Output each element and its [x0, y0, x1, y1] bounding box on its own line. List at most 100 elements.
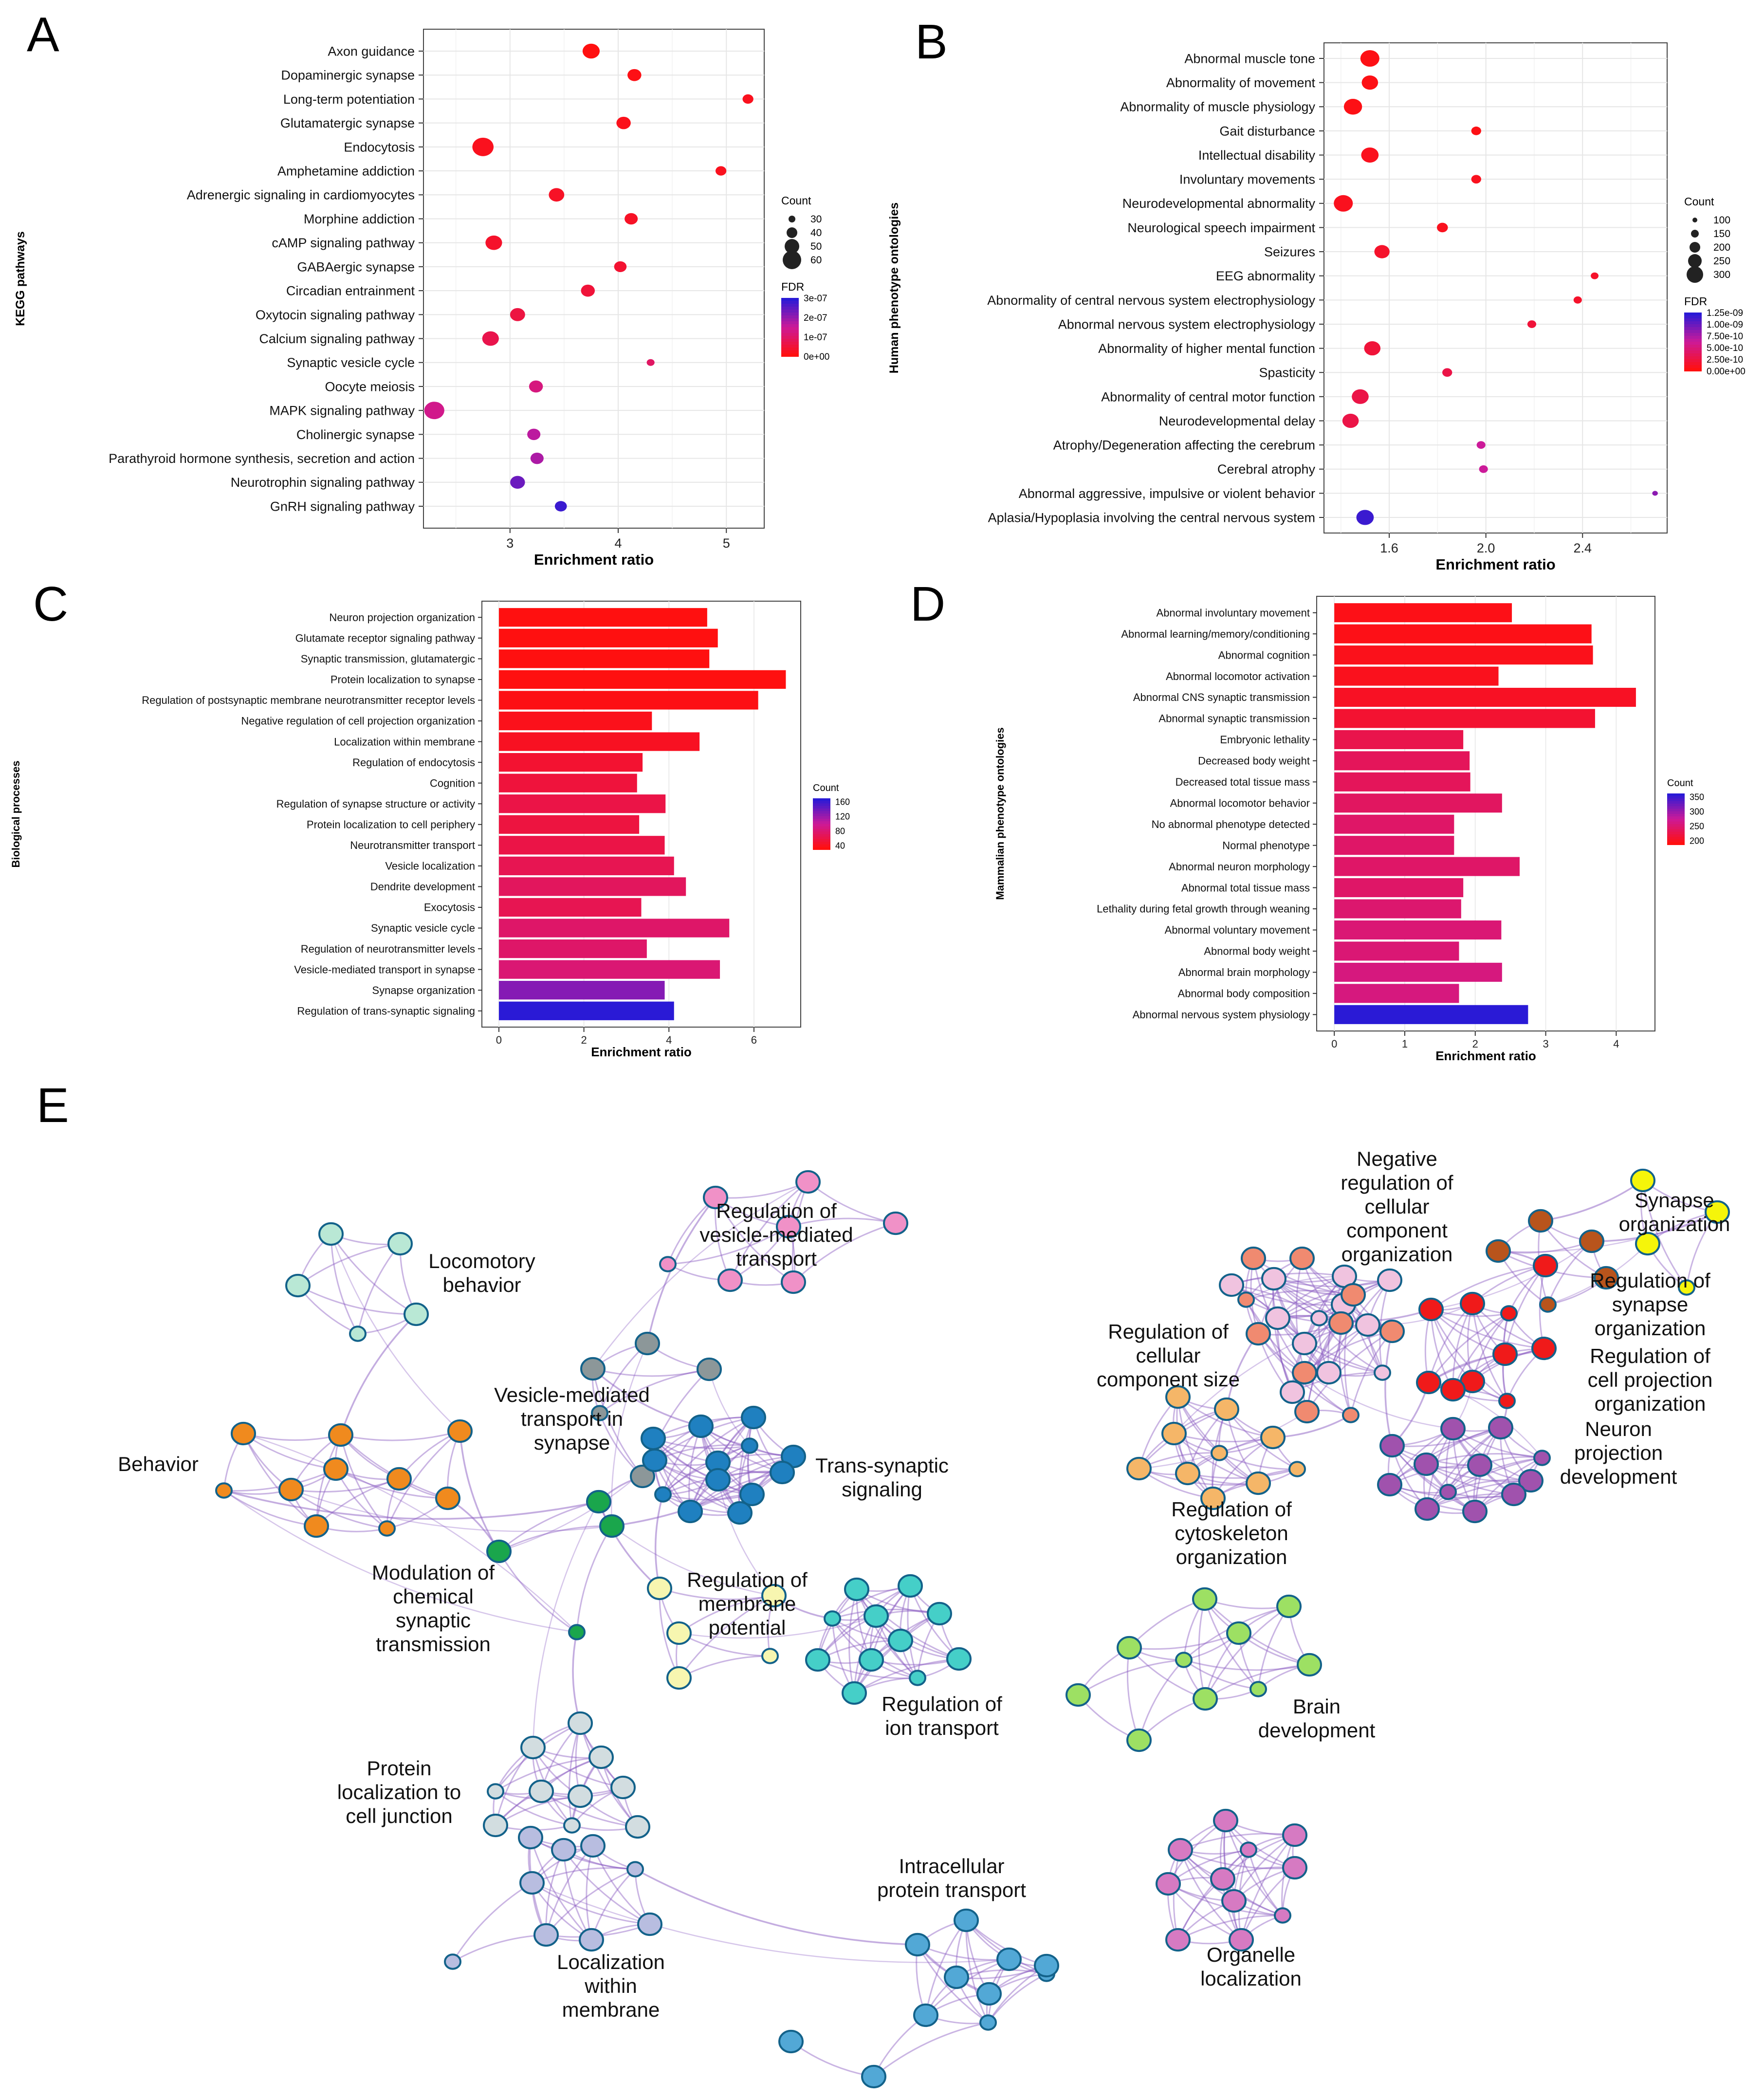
- cluster-label-line: transmission: [376, 1633, 491, 1656]
- network-node: [278, 1477, 304, 1502]
- bar: [1334, 920, 1502, 940]
- network-node: [1418, 1297, 1444, 1322]
- network-edge: [652, 1437, 753, 1495]
- legend-color-swatch: [1667, 796, 1685, 799]
- panel-label-c: C: [33, 577, 68, 631]
- network-node: [1161, 1421, 1187, 1446]
- network-node: [1531, 1336, 1557, 1361]
- category-label: Circadian entrainment: [286, 284, 415, 298]
- network-node: [285, 1273, 311, 1298]
- network-edge: [1431, 1265, 1546, 1310]
- network-edge: [340, 1313, 417, 1435]
- category-label: Glutamate receptor signaling pathway: [295, 632, 475, 644]
- y-axis-title: KEGG pathways: [14, 231, 27, 326]
- x-tick-label: 3: [506, 536, 514, 551]
- cluster-label-line: Vesicle-mediated: [494, 1383, 650, 1406]
- data-point: [1342, 413, 1359, 428]
- network-edge: [1272, 1278, 1293, 1393]
- bar: [498, 939, 647, 958]
- cluster-label-line: Trans-synaptic: [815, 1454, 949, 1477]
- cluster-label-line: Modulation of: [372, 1561, 495, 1584]
- cluster-label-line: Regulation of: [1108, 1320, 1229, 1343]
- legend-color-label: 3e-07: [804, 294, 827, 304]
- data-point: [1334, 195, 1353, 212]
- network-edge: [1428, 1312, 1509, 1383]
- cluster-label-line: transport: [736, 1247, 817, 1270]
- category-label: Abnormal total tissue mass: [1181, 882, 1310, 894]
- network-edge: [792, 1222, 896, 1283]
- network-edge: [1389, 1427, 1501, 1486]
- network-edge: [530, 1837, 636, 1870]
- category-label: Oxytocin signaling pathway: [256, 308, 415, 322]
- network-edge: [1138, 1659, 1185, 1741]
- legend-color-swatch: [1684, 324, 1702, 328]
- network-node: [568, 1711, 593, 1735]
- bar: [498, 794, 666, 813]
- category-label: GABAergic synapse: [297, 259, 415, 274]
- network-edge: [679, 1615, 877, 1639]
- cluster-label-line: Locomotory: [428, 1250, 535, 1272]
- cluster-label: Vesicle-mediated transport in synapse: [494, 1383, 650, 1454]
- cluster-label-line: membrane: [698, 1592, 796, 1615]
- legend-size-dot: [1688, 254, 1702, 268]
- network-edge: [1277, 1279, 1390, 1319]
- legend-color-swatch: [1684, 350, 1702, 354]
- network-node: [386, 1467, 412, 1491]
- legend-color-swatch: [1684, 362, 1702, 366]
- cluster-label-line: synapse: [534, 1431, 610, 1454]
- legend-label: 80: [835, 827, 845, 836]
- legend-size-label: 30: [810, 214, 822, 225]
- legend-color-swatch: [1684, 345, 1702, 348]
- category-label: Abnormal brain morphology: [1178, 966, 1310, 978]
- legend-size-dot: [789, 216, 795, 222]
- category-label: Calcium signaling pathway: [259, 331, 415, 346]
- legend-size-dot: [1692, 218, 1697, 222]
- network-node: [1246, 1471, 1271, 1495]
- network-edge: [1328, 1279, 1391, 1373]
- data-point: [529, 380, 543, 393]
- data-point: [1471, 127, 1481, 135]
- category-label: Abnormal nervous system electrophysiolog…: [1058, 317, 1316, 331]
- network-node: [579, 1928, 604, 1952]
- cluster-label-line: synapse: [1612, 1293, 1688, 1316]
- bar: [498, 732, 700, 751]
- network-node: [1210, 1867, 1235, 1891]
- network-edge: [1427, 1480, 1531, 1510]
- network-edge: [1129, 1632, 1239, 1650]
- network-node: [519, 1871, 545, 1895]
- category-label: Long-term potentiation: [283, 92, 415, 107]
- network-node: [1467, 1453, 1492, 1477]
- bar: [498, 711, 652, 731]
- network-node: [1579, 1229, 1604, 1253]
- network-node: [1328, 1311, 1354, 1335]
- network-node: [842, 1681, 867, 1705]
- cluster-label: Locomotory behavior: [428, 1250, 535, 1296]
- cluster-label: Localization within membrane: [557, 1951, 665, 2021]
- bar: [1334, 941, 1459, 961]
- cluster-label-line: protein transport: [877, 1878, 1026, 1901]
- network-node: [1126, 1728, 1152, 1752]
- bar: [1334, 984, 1459, 1003]
- network-edge: [1240, 1835, 1296, 1940]
- legend-size-label: 40: [810, 227, 822, 239]
- bar: [1334, 730, 1464, 749]
- network-node: [529, 1779, 554, 1804]
- network-edge: [530, 1837, 592, 1941]
- cluster-label-line: chemical: [393, 1585, 474, 1608]
- legend-size-title: Count: [781, 194, 811, 207]
- panel-label-a: A: [27, 7, 59, 62]
- network-edge: [1540, 1179, 1644, 1222]
- network-edge: [1177, 1914, 1283, 1941]
- network-edge: [1177, 1849, 1249, 1940]
- network-node: [1635, 1232, 1660, 1256]
- network-edge: [987, 1973, 1047, 2023]
- legend-color-swatch: [781, 315, 799, 319]
- network-node: [1292, 1331, 1317, 1356]
- cluster-label: Brain development: [1258, 1695, 1376, 1742]
- legend-color-swatch: [813, 819, 830, 822]
- network-node: [447, 1419, 473, 1443]
- legend-color-swatch: [1684, 348, 1702, 351]
- network-edge: [532, 1882, 1010, 1963]
- cluster-label-line: vesicle-mediated: [699, 1223, 853, 1246]
